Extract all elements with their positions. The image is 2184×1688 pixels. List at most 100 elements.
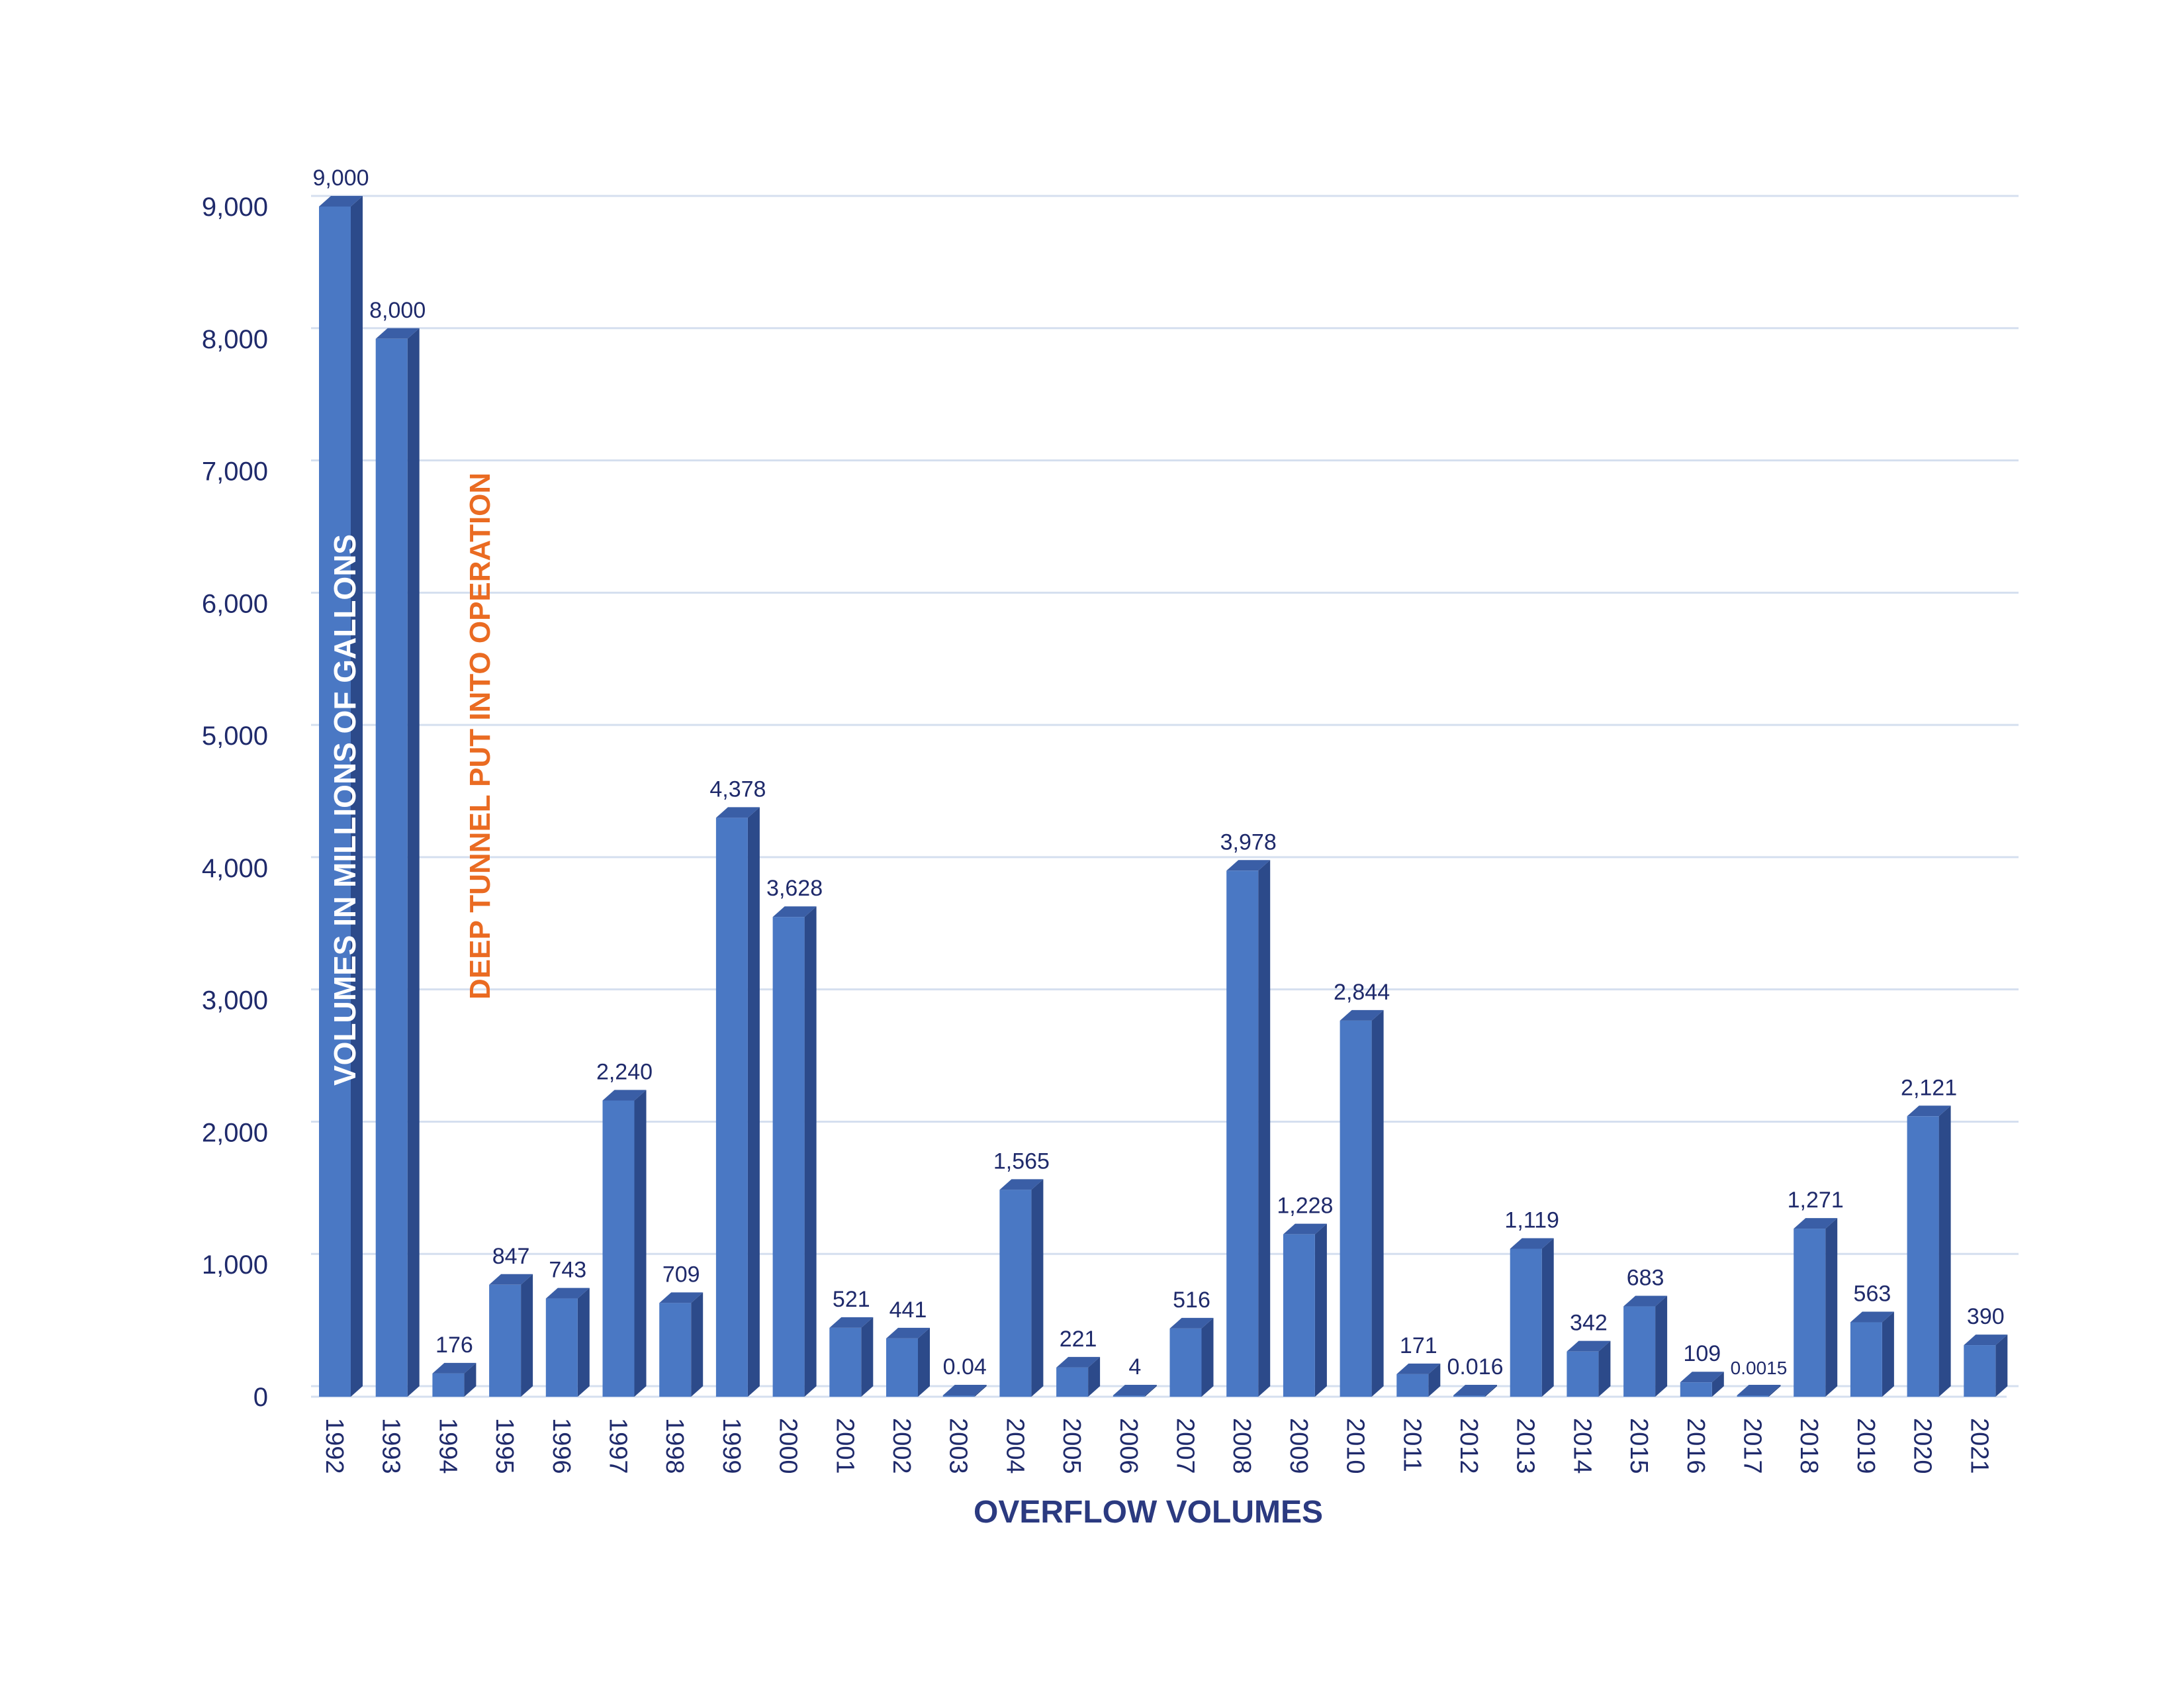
value-label: 1,565 <box>993 1149 1050 1174</box>
bar-top <box>1283 1223 1327 1235</box>
bar-side <box>1825 1218 1838 1397</box>
x-tick-label: 2014 <box>1568 1418 1596 1474</box>
x-tick-label: 2008 <box>1228 1418 1255 1474</box>
y-tick-label: 8,000 <box>202 325 268 354</box>
bar-front <box>1623 1306 1656 1397</box>
bar-side <box>1485 1385 1497 1397</box>
bar-side <box>521 1274 533 1397</box>
bar-top <box>1567 1340 1611 1352</box>
bar-front <box>1283 1234 1315 1397</box>
y-tick-label: 9,000 <box>202 193 268 222</box>
bar-top <box>1623 1295 1668 1307</box>
value-label: 1,228 <box>1277 1194 1333 1219</box>
bar-front <box>1510 1248 1542 1397</box>
deep-tunnel-annotation: DEEP TUNNEL PUT INTO OPERATION <box>464 473 496 1000</box>
value-label: 847 <box>492 1244 530 1269</box>
bar-front <box>1226 870 1259 1397</box>
y-tick-label: 1,000 <box>202 1250 268 1280</box>
bar-top <box>1169 1317 1214 1329</box>
x-tick-label: 2007 <box>1171 1418 1199 1474</box>
x-tick-label: 1993 <box>377 1418 405 1474</box>
bar-2015 <box>1623 1295 1668 1397</box>
bar-front <box>1737 1395 1769 1397</box>
bar-side <box>918 1327 930 1397</box>
bar-2017 <box>1737 1385 1781 1397</box>
bar-2004 <box>999 1179 1044 1397</box>
value-label: 0.0015 <box>1731 1358 1788 1378</box>
bar-side <box>1031 1179 1044 1397</box>
x-tick-label: 2005 <box>1058 1418 1085 1474</box>
x-tick-label: 1997 <box>604 1418 632 1474</box>
bar-top <box>1510 1238 1554 1249</box>
value-label: 0.016 <box>1447 1354 1503 1380</box>
x-tick-label: 2000 <box>774 1418 802 1474</box>
bar-side <box>691 1292 704 1397</box>
bar-top <box>659 1292 704 1303</box>
value-label: 390 <box>1967 1304 2005 1329</box>
bar-2018 <box>1794 1218 1838 1397</box>
bar-side <box>577 1288 590 1397</box>
y-tick-label: 6,000 <box>202 589 268 618</box>
bar-front <box>1680 1382 1712 1397</box>
bar-side <box>1995 1335 2008 1397</box>
x-tick-label: 2009 <box>1285 1418 1312 1474</box>
y-tick-label: 5,000 <box>202 722 268 751</box>
bar-1999 <box>715 807 760 1397</box>
bar-front <box>1907 1116 1939 1397</box>
bar-front <box>545 1298 578 1397</box>
bar-side <box>1371 1009 1384 1397</box>
bar-top <box>1396 1363 1441 1374</box>
x-tick-label: 2018 <box>1795 1418 1823 1474</box>
bar-side <box>1882 1311 1894 1397</box>
y-tick-label: 2,000 <box>202 1118 268 1147</box>
bar-2005 <box>1056 1356 1101 1397</box>
value-label: 3,628 <box>766 876 823 901</box>
x-tick-label: 2017 <box>1739 1418 1766 1474</box>
bar-front <box>602 1100 635 1397</box>
bar-front <box>1396 1374 1429 1397</box>
bar-side <box>1201 1317 1214 1397</box>
bar-front <box>829 1327 862 1397</box>
bar-side <box>1655 1295 1668 1397</box>
value-labels: 9,000 8,000 176 847 743 2,240 709 4,378 3,628 521… <box>312 165 2004 1380</box>
bar-top <box>1680 1372 1724 1383</box>
bar-top <box>1794 1218 1838 1229</box>
x-tick-label: 2020 <box>1909 1418 1936 1474</box>
bar-top <box>1453 1385 1497 1395</box>
bar-front <box>772 917 805 1397</box>
bar-top <box>942 1385 987 1395</box>
value-label: 743 <box>549 1258 586 1283</box>
bar-front <box>319 207 351 1397</box>
bar-side <box>974 1385 987 1397</box>
bar-2009 <box>1283 1223 1327 1397</box>
x-tick-label: 2021 <box>1965 1418 1993 1474</box>
bar-2020 <box>1907 1105 1951 1397</box>
bar-top <box>545 1288 590 1299</box>
bar-top <box>1113 1385 1157 1395</box>
x-tick-label: 2011 <box>1398 1418 1426 1472</box>
x-tick-label: 1992 <box>320 1418 348 1474</box>
bar-2019 <box>1850 1311 1894 1397</box>
y-tick-label: 4,000 <box>202 854 268 883</box>
x-tick-label: 1996 <box>547 1418 575 1474</box>
value-label: 2,121 <box>1901 1075 1957 1100</box>
bar-front <box>1453 1395 1485 1397</box>
y-tick-label: 0 <box>253 1383 268 1412</box>
value-label: 709 <box>662 1262 700 1287</box>
bar-1998 <box>659 1292 704 1397</box>
bar-2016 <box>1680 1372 1724 1397</box>
bar-front <box>1850 1322 1882 1397</box>
bar-side <box>861 1317 874 1397</box>
bar-front <box>999 1190 1032 1397</box>
x-tick-label: 2002 <box>887 1418 915 1474</box>
bar-top <box>886 1327 930 1338</box>
bar-1994 <box>432 1362 477 1397</box>
bar-2006 <box>1113 1385 1157 1397</box>
value-label: 441 <box>889 1297 927 1323</box>
bar-front <box>1340 1020 1372 1397</box>
x-axis-label: OVERFLOW VOLUMES <box>974 1495 1323 1530</box>
bar-front <box>1056 1367 1089 1397</box>
bar-front <box>1794 1229 1826 1397</box>
bar-side <box>1314 1223 1327 1397</box>
bar-2002 <box>886 1327 930 1397</box>
